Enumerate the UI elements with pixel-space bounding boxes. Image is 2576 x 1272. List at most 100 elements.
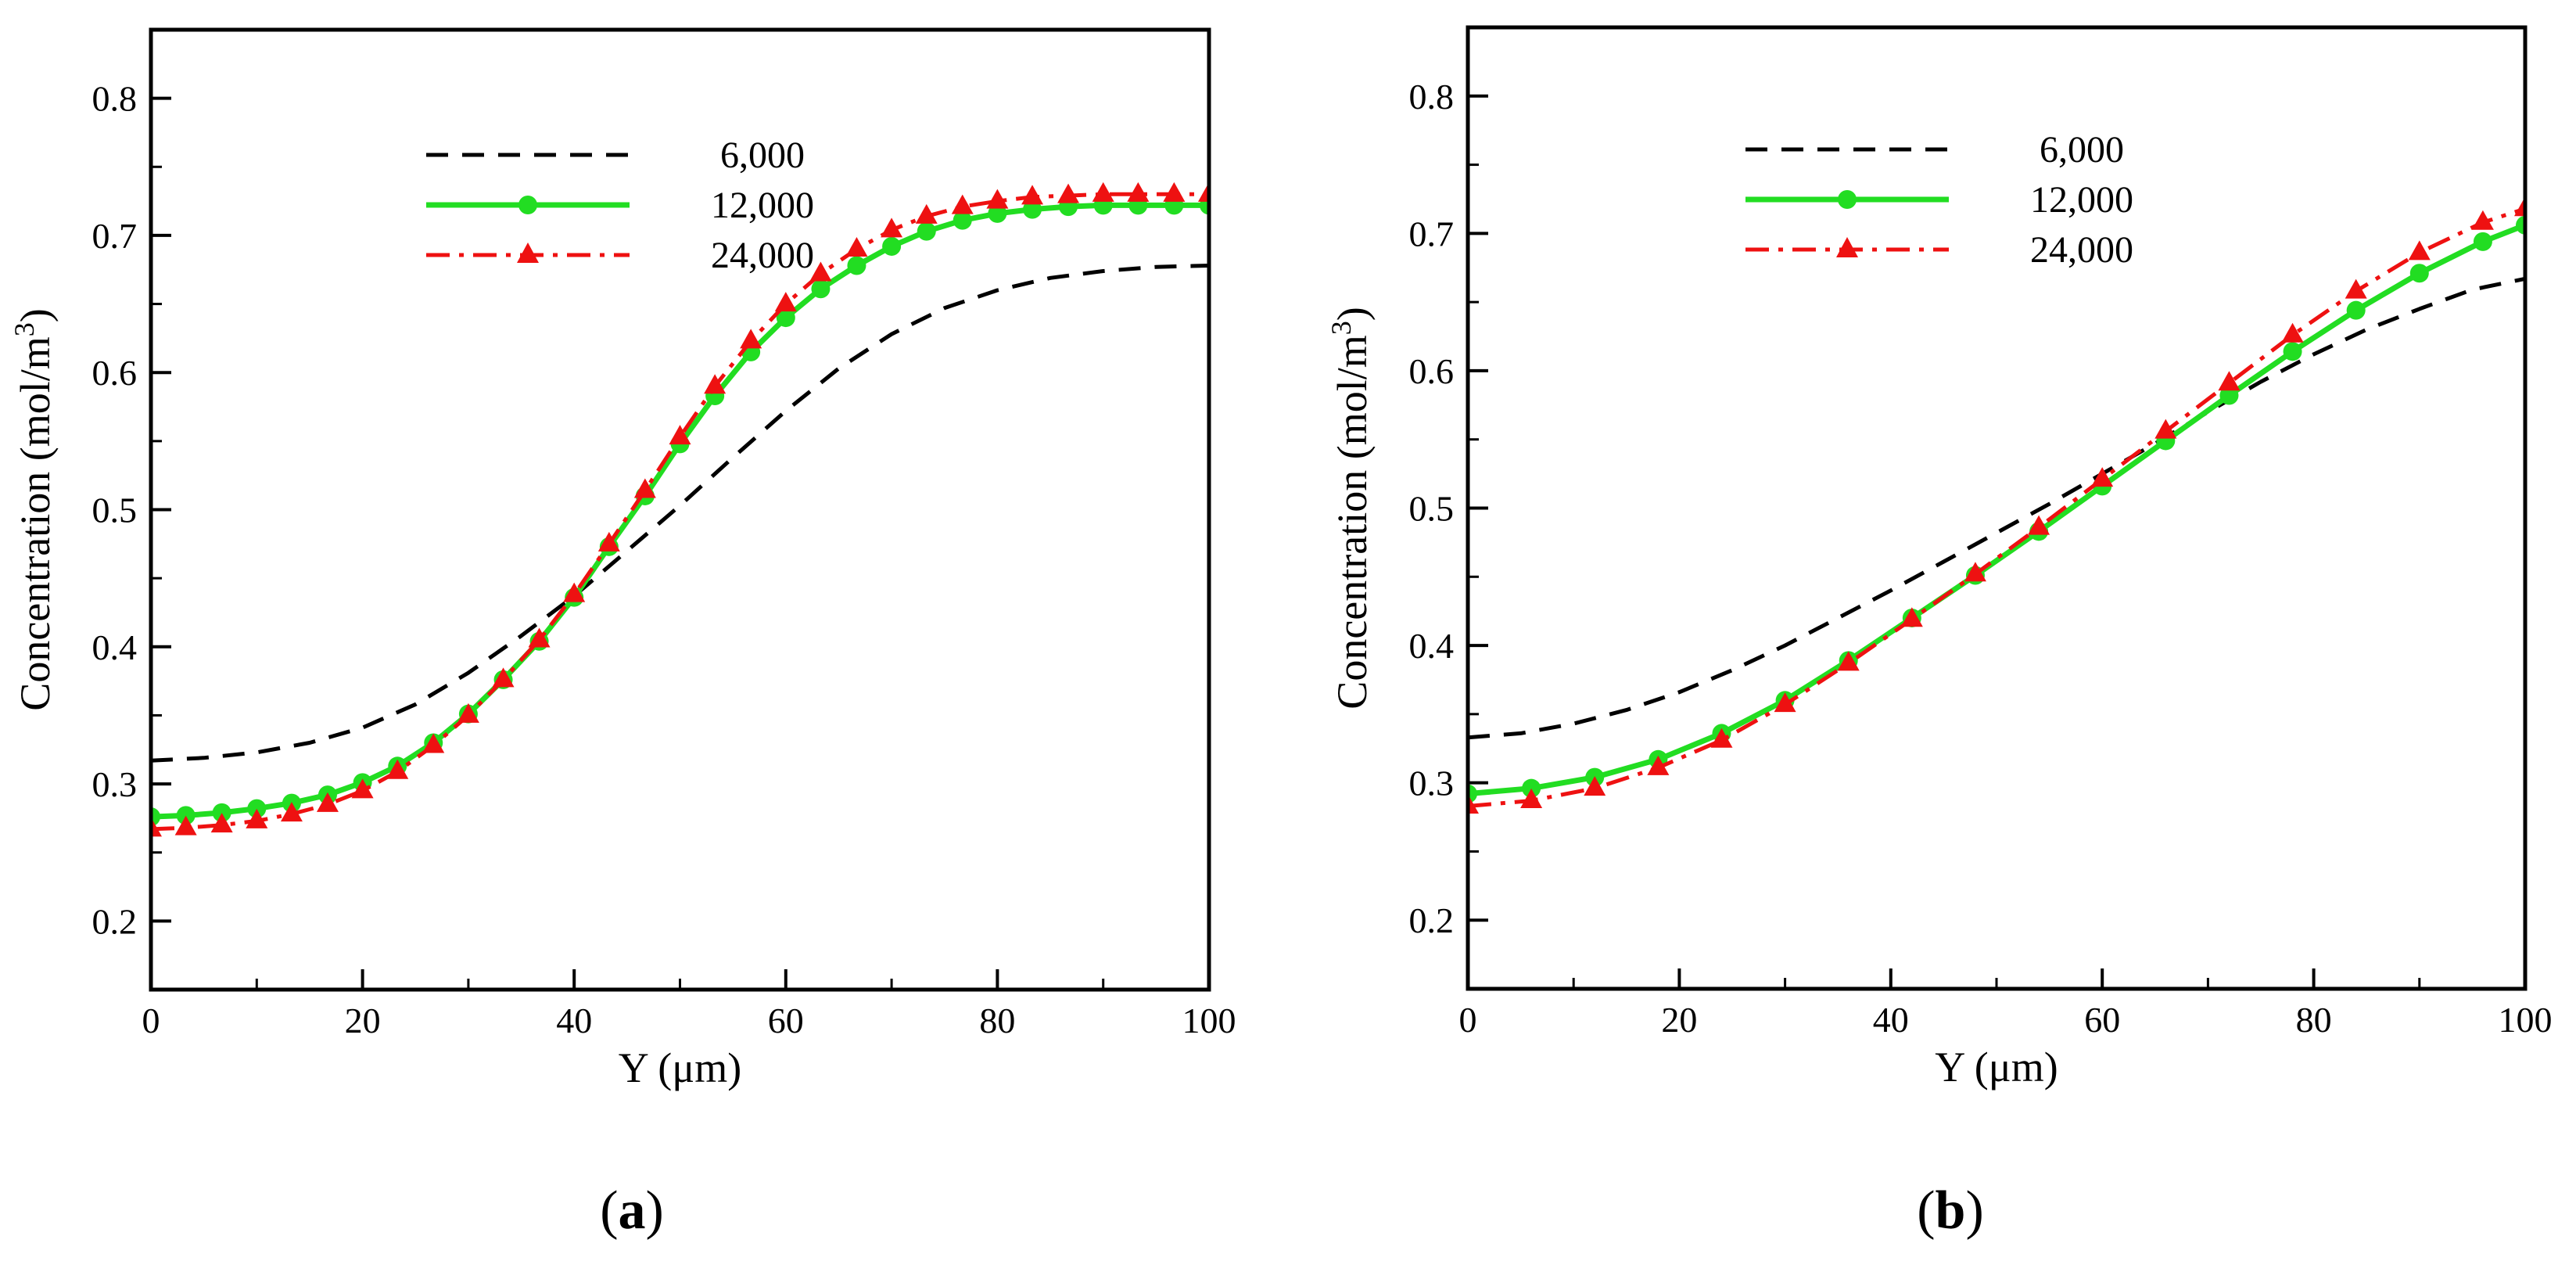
- data-point: [1163, 181, 1186, 202]
- x-tick-label: 100: [2499, 1000, 2553, 1040]
- data-point: [2409, 264, 2429, 283]
- x-axis-label: Y (μm): [1935, 1044, 2058, 1091]
- data-point: [151, 817, 162, 837]
- y-tick-label: 0.7: [1409, 214, 1455, 253]
- series-line-12000: [1468, 222, 2525, 797]
- y-axis-label-end: ): [1329, 307, 1376, 321]
- legend: 6,000 12,000 24,000: [1745, 129, 2133, 271]
- data-point: [917, 221, 936, 241]
- data-point: [246, 808, 268, 828]
- legend-label: 24,000: [711, 235, 814, 276]
- y-tick-label: 0.7: [92, 216, 138, 256]
- data-point: [988, 203, 1007, 223]
- data-point: [951, 194, 974, 214]
- chart-panel-b: 0 20 40 60 80 100 0.2 0.3 0.4 0.5 0.6 0.7 0.8 Y (μm) C…: [1326, 25, 2553, 1241]
- data-point: [1021, 185, 1044, 205]
- x-axis-label: Y (μm): [619, 1044, 741, 1091]
- data-point: [1710, 728, 1733, 748]
- chart-panel-a: 0 20 40 60 80 100 0.2 0.3 0.4 0.5 0.6 0.7 0.8 Y (μm) C…: [9, 27, 1236, 1241]
- data-point: [1837, 651, 1860, 671]
- data-point: [704, 374, 727, 394]
- panel-label: (a): [600, 1180, 664, 1241]
- series-6000: [1468, 276, 2525, 740]
- series-12000: [1468, 215, 2525, 803]
- y-axis-label-sup: 3: [9, 322, 40, 336]
- y-axis-label-main: Concentration (mol/m: [12, 336, 59, 710]
- x-tick-label: 40: [1873, 1000, 1909, 1040]
- data-point: [528, 627, 551, 648]
- y-axis-label-main: Concentration (mol/m: [1329, 335, 1376, 709]
- data-point: [351, 778, 374, 799]
- data-point: [953, 210, 972, 230]
- data-point: [2283, 342, 2302, 361]
- data-point: [247, 799, 267, 818]
- data-point: [1057, 183, 1080, 203]
- x-tick-label: 60: [768, 1001, 804, 1040]
- data-point: [811, 279, 831, 299]
- data-point: [1127, 181, 1150, 202]
- series-24000: [1468, 196, 2525, 814]
- x-tick-label: 60: [2084, 1000, 2120, 1040]
- data-point: [563, 582, 586, 602]
- data-point: [986, 189, 1009, 209]
- y-tick-label: 0.4: [1409, 626, 1455, 666]
- data-point: [2471, 210, 2494, 230]
- data-point: [915, 203, 938, 224]
- series-line-6000: [151, 264, 1209, 763]
- data-point: [1092, 181, 1114, 202]
- x-tick-label: 80: [979, 1001, 1015, 1040]
- data-point: [457, 702, 479, 723]
- legend-marker: [1836, 237, 1858, 257]
- data-point: [212, 803, 231, 822]
- data-point: [669, 425, 691, 445]
- y-tick-label: 0.5: [92, 490, 138, 530]
- data-point: [316, 792, 339, 812]
- data-point: [1964, 562, 1986, 582]
- legend-marker: [518, 196, 537, 214]
- legend-label: 12,000: [711, 185, 814, 226]
- y-tick-label: 0.6: [1409, 351, 1455, 391]
- y-axis-label: Concentration (mol/m3): [9, 308, 59, 710]
- y-axis-label-sup: 3: [1326, 321, 1357, 335]
- data-point: [2473, 232, 2492, 251]
- data-point: [1520, 788, 1543, 808]
- y-tick-label: 0.8: [1409, 77, 1455, 117]
- series-line-6000: [1468, 276, 2525, 740]
- data-point: [1584, 776, 1606, 796]
- series-line-24000: [151, 192, 1209, 832]
- y-axis-label-end: ): [12, 308, 59, 322]
- data-point: [2516, 215, 2525, 235]
- y-axis-label: Concentration (mol/m3): [1326, 307, 1376, 709]
- data-point: [280, 802, 303, 822]
- y-tick-label: 0.8: [92, 79, 138, 119]
- y-tick-label: 0.5: [1409, 489, 1455, 529]
- x-tick-label: 0: [142, 1001, 160, 1040]
- data-point: [1647, 755, 1670, 775]
- data-point: [492, 667, 515, 688]
- data-point: [2514, 196, 2525, 217]
- data-point: [2091, 467, 2114, 487]
- data-point: [882, 236, 902, 256]
- data-point: [174, 815, 197, 835]
- legend-label: 6,000: [2040, 129, 2124, 171]
- plot-frame: [149, 27, 1211, 992]
- x-tick-label: 20: [1661, 1000, 1697, 1040]
- y-tick-label: 0.6: [92, 353, 138, 393]
- data-point: [1900, 607, 1923, 627]
- plot-frame: [1466, 25, 2528, 991]
- data-point: [740, 329, 762, 349]
- panel-label-letter: a: [619, 1180, 646, 1241]
- legend: 6,000 12,000 24,000: [426, 135, 814, 276]
- x-tick-label: 80: [2296, 1000, 2332, 1040]
- x-tick-label: 40: [556, 1001, 592, 1040]
- series-12000: [151, 196, 1209, 827]
- data-point: [2346, 300, 2366, 320]
- data-point: [2218, 371, 2241, 391]
- data-point: [210, 813, 233, 833]
- data-point: [1198, 181, 1209, 202]
- data-point: [2345, 278, 2367, 299]
- data-point: [386, 759, 409, 779]
- legend-label: 6,000: [720, 135, 805, 176]
- data-point: [176, 806, 196, 825]
